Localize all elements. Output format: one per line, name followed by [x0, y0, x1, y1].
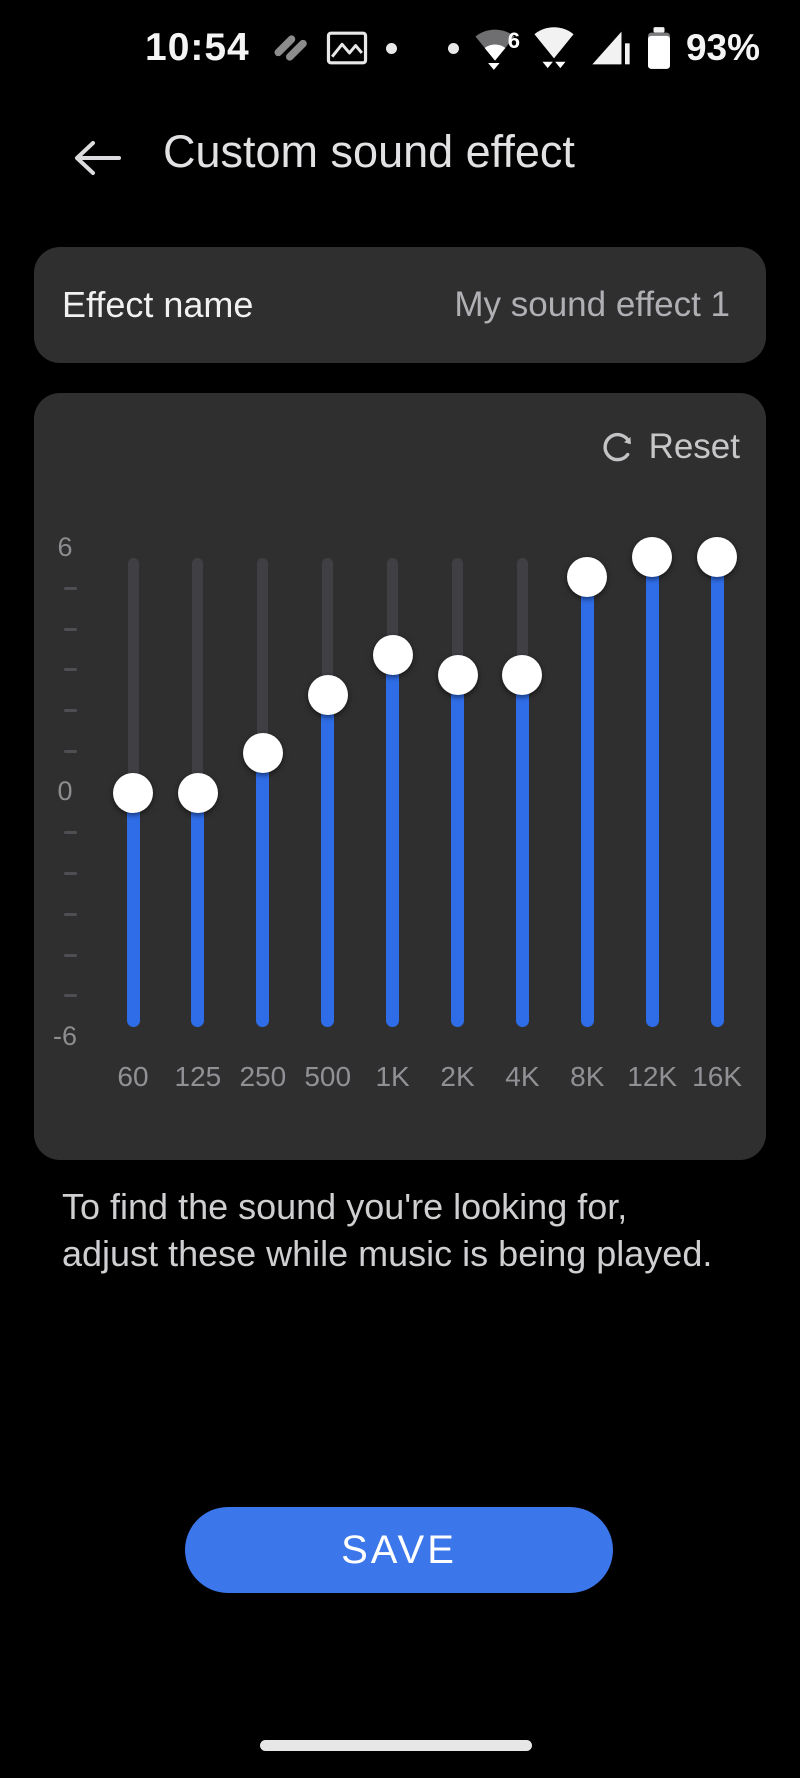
wifi-6-badge: 6	[507, 28, 520, 53]
eq-knob-250[interactable]	[242, 733, 283, 774]
eq-knob-8K[interactable]	[567, 556, 608, 597]
eq-fill-125	[191, 792, 205, 1027]
effect-name-label: Effect name	[62, 284, 254, 325]
reset-refresh-icon	[599, 428, 637, 466]
eq-fill-16K	[710, 557, 724, 1027]
clock: 10:54	[145, 26, 250, 69]
reset-button[interactable]: Reset	[599, 427, 740, 467]
eq-fill-12K	[645, 557, 659, 1027]
eq-fill-60	[126, 792, 140, 1027]
eq-knob-60[interactable]	[113, 772, 153, 813]
eq-fill-250	[256, 753, 270, 1027]
axis-tick	[64, 709, 77, 712]
eq-freq-label-125: 125	[174, 1061, 222, 1092]
axis-tick	[64, 953, 77, 957]
eq-slider-16K[interactable]: 16K	[685, 393, 749, 1113]
axis-tick	[64, 749, 77, 753]
eq-slider-1K[interactable]: 1K	[361, 393, 425, 1113]
save-button[interactable]: SAVE	[185, 1507, 613, 1593]
eq-knob-2K[interactable]	[437, 654, 478, 695]
eq-slider-500[interactable]: 500	[296, 393, 360, 1113]
eq-knob-16K[interactable]	[697, 537, 738, 578]
eq-knob-125[interactable]	[177, 772, 218, 813]
status-dot	[447, 42, 459, 54]
eq-slider-250[interactable]: 250	[231, 393, 295, 1113]
description-line-1: To find the sound you're looking for,	[62, 1186, 628, 1227]
eq-slider-12K[interactable]: 12K	[620, 393, 684, 1113]
save-button-label: SAVE	[341, 1527, 457, 1572]
axis-label-max: 6	[57, 532, 73, 562]
samsung-health-icon	[268, 28, 308, 68]
eq-freq-label-500: 500	[304, 1061, 352, 1092]
battery-icon	[645, 26, 673, 70]
eq-freq-label-16K: 16K	[692, 1061, 742, 1092]
eq-slider-8K[interactable]: 8K	[555, 393, 619, 1113]
status-bar: 10:54 6	[0, 20, 800, 76]
effect-name-value: My sound effect 1	[454, 285, 730, 324]
eq-fill-8K	[580, 576, 594, 1027]
axis-tick	[64, 586, 77, 590]
eq-freq-label-60: 60	[117, 1061, 149, 1092]
eq-knob-500[interactable]	[307, 674, 348, 715]
screenshot-image-icon	[326, 30, 368, 66]
eq-freq-label-250: 250	[239, 1061, 287, 1092]
equalizer-card: Reset 6 0 -6 60 125 250 500 1K 2K 4K 8K 12K 16K	[34, 393, 766, 1160]
axis-tick	[64, 912, 77, 916]
battery-percent: 93%	[685, 27, 760, 68]
eq-slider-125[interactable]: 125	[166, 393, 230, 1113]
axis-tick	[64, 994, 77, 998]
back-arrow-icon	[69, 136, 125, 180]
eq-slider-60[interactable]: 60	[101, 393, 165, 1113]
eq-fill-4K	[515, 674, 529, 1027]
eq-knob-1K[interactable]	[372, 635, 413, 676]
eq-slider-2K[interactable]: 2K	[426, 393, 490, 1113]
eq-fill-500	[321, 694, 335, 1027]
axis-tick	[64, 627, 77, 631]
axis-label-min: -6	[52, 1021, 77, 1051]
eq-fill-1K	[386, 655, 400, 1027]
axis-tick	[64, 668, 77, 672]
effect-name-row[interactable]: Effect name My sound effect 1	[34, 247, 766, 363]
axis-label-mid: 0	[57, 776, 73, 806]
eq-fill-2K	[451, 674, 464, 1027]
gesture-navigation-bar[interactable]	[260, 1740, 532, 1751]
axis-tick	[64, 831, 77, 835]
eq-slider-4K[interactable]: 4K	[490, 393, 554, 1113]
axis-tick	[64, 872, 77, 875]
description-text: To find the sound you're looking for, ad…	[62, 1183, 722, 1277]
wifi-6-icon: 6	[472, 26, 520, 70]
description-line-2: adjust these while music is being played…	[62, 1233, 713, 1274]
page-title: Custom sound effect	[163, 126, 575, 177]
reset-label: Reset	[648, 427, 740, 466]
eq-freq-label-8K: 8K	[570, 1061, 605, 1092]
header: Custom sound effect	[0, 118, 800, 198]
eq-knob-4K[interactable]	[502, 654, 543, 695]
back-button[interactable]	[66, 132, 128, 184]
eq-freq-label-4K: 4K	[505, 1061, 540, 1092]
wifi-icon	[531, 26, 577, 70]
eq-freq-label-12K: 12K	[627, 1061, 678, 1092]
notification-dot	[385, 42, 397, 54]
eq-freq-label-1K: 1K	[375, 1061, 410, 1092]
cell-signal-icon	[590, 29, 632, 67]
eq-knob-12K[interactable]	[632, 537, 673, 578]
eq-freq-label-2K: 2K	[440, 1061, 475, 1092]
